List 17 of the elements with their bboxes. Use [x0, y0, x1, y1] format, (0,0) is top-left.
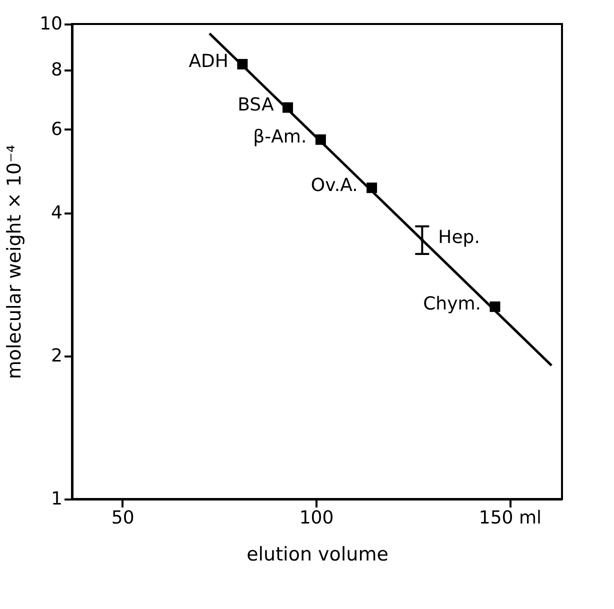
y-tick-label: 2	[51, 346, 62, 367]
y-tick-label: 10	[40, 14, 62, 34]
y-tick-label: 8	[51, 60, 62, 81]
x-axis-title: elution volume	[246, 544, 388, 566]
annotation: ADH	[188, 51, 228, 72]
x-tick-label: 150 ml	[478, 508, 542, 528]
annotation: Hep.	[438, 226, 480, 248]
x-tick-label: 100	[299, 508, 334, 528]
annotation: Chym.	[423, 294, 481, 315]
annotation: Ov.A.	[310, 174, 358, 196]
y-tick-label: 4	[51, 202, 62, 224]
annotation: BSA	[238, 94, 274, 116]
annotation: β-Am.	[253, 126, 307, 148]
y-tick-label: 6	[51, 118, 62, 140]
y-axis-title: molecular weight × 10⁻⁴	[4, 144, 26, 380]
y-tick-label: 1	[51, 488, 62, 510]
x-tick-label: 50	[111, 508, 134, 528]
